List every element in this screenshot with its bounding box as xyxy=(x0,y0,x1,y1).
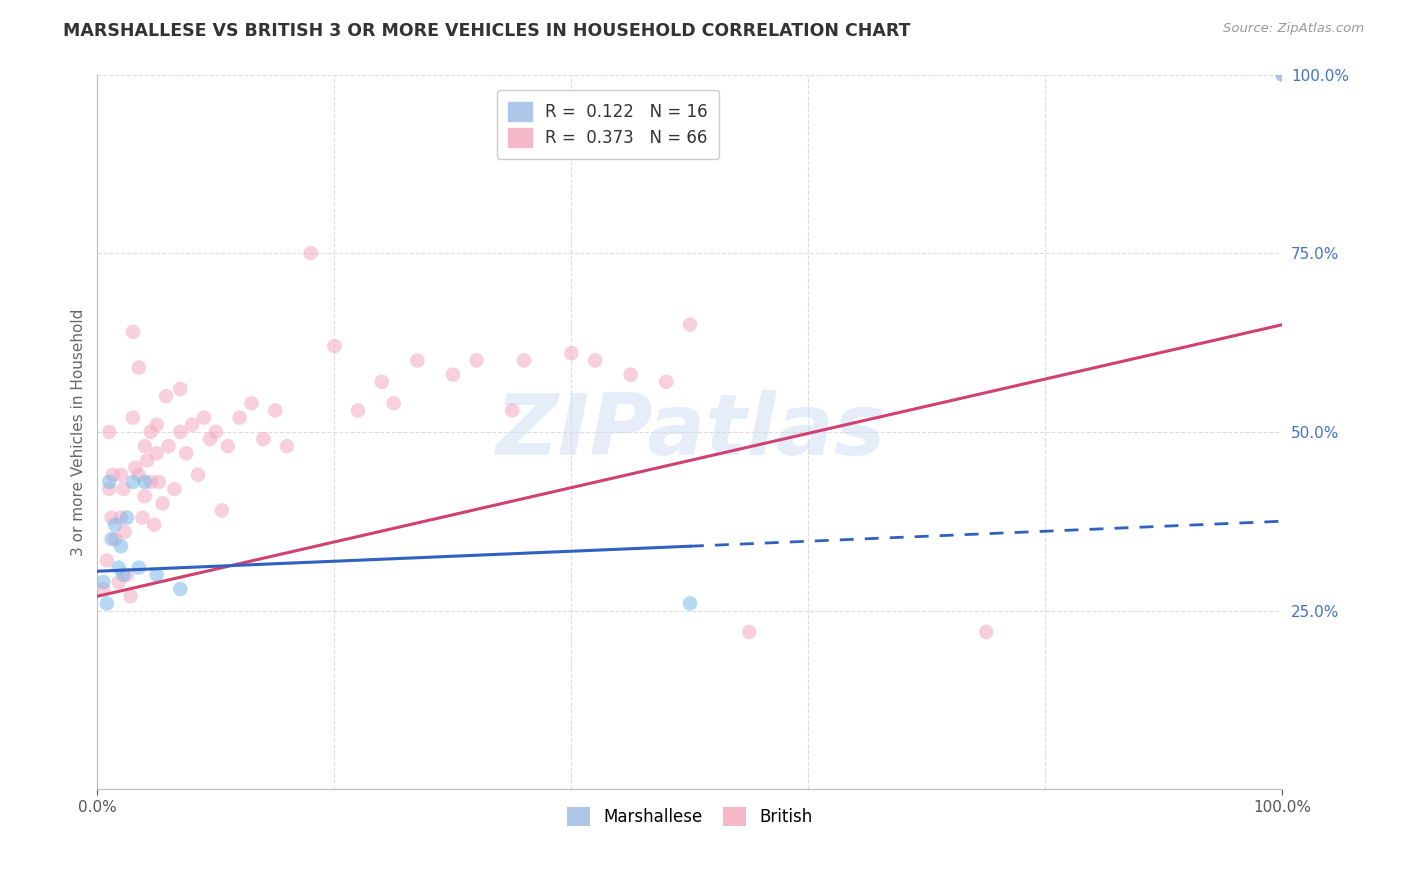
Point xyxy=(115,567,138,582)
Point xyxy=(128,467,150,482)
Point xyxy=(128,360,150,375)
Point xyxy=(107,574,129,589)
Point xyxy=(136,453,159,467)
Point xyxy=(679,596,702,610)
Point xyxy=(1271,68,1294,82)
Point xyxy=(174,446,197,460)
Point xyxy=(110,467,132,482)
Point xyxy=(560,346,582,360)
Point xyxy=(148,475,170,489)
Point xyxy=(101,467,124,482)
Point xyxy=(104,532,127,546)
Point xyxy=(91,574,114,589)
Point xyxy=(96,596,118,610)
Point xyxy=(501,403,523,417)
Point xyxy=(252,432,274,446)
Point xyxy=(465,353,488,368)
Point xyxy=(98,475,121,489)
Point xyxy=(347,403,370,417)
Point xyxy=(139,475,162,489)
Point xyxy=(98,482,121,496)
Point xyxy=(110,510,132,524)
Point xyxy=(145,567,167,582)
Point xyxy=(91,582,114,596)
Point xyxy=(112,567,135,582)
Point xyxy=(131,510,153,524)
Point xyxy=(181,417,204,432)
Point xyxy=(620,368,643,382)
Y-axis label: 3 or more Vehicles in Household: 3 or more Vehicles in Household xyxy=(72,308,86,556)
Point xyxy=(100,532,122,546)
Point xyxy=(145,446,167,460)
Point xyxy=(198,432,221,446)
Point xyxy=(406,353,429,368)
Point xyxy=(169,425,191,439)
Point xyxy=(128,560,150,574)
Point xyxy=(120,589,142,603)
Point xyxy=(122,475,145,489)
Point xyxy=(228,410,250,425)
Point xyxy=(134,489,156,503)
Point xyxy=(211,503,233,517)
Text: MARSHALLESE VS BRITISH 3 OR MORE VEHICLES IN HOUSEHOLD CORRELATION CHART: MARSHALLESE VS BRITISH 3 OR MORE VEHICLE… xyxy=(63,22,911,40)
Point xyxy=(1271,68,1294,82)
Point xyxy=(382,396,405,410)
Point xyxy=(145,417,167,432)
Legend: Marshallese, British: Marshallese, British xyxy=(558,798,821,835)
Point xyxy=(98,425,121,439)
Point xyxy=(974,625,997,640)
Point xyxy=(122,410,145,425)
Point xyxy=(124,460,146,475)
Point xyxy=(122,325,145,339)
Point xyxy=(112,482,135,496)
Point xyxy=(513,353,536,368)
Point xyxy=(276,439,298,453)
Point xyxy=(205,425,228,439)
Point xyxy=(323,339,346,353)
Point xyxy=(110,539,132,553)
Point xyxy=(96,553,118,567)
Point xyxy=(107,560,129,574)
Point xyxy=(104,517,127,532)
Text: Source: ZipAtlas.com: Source: ZipAtlas.com xyxy=(1223,22,1364,36)
Point xyxy=(143,517,166,532)
Point xyxy=(738,625,761,640)
Point xyxy=(299,246,322,260)
Point xyxy=(679,318,702,332)
Point xyxy=(169,582,191,596)
Point xyxy=(655,375,678,389)
Point xyxy=(152,496,174,510)
Point xyxy=(217,439,239,453)
Point xyxy=(583,353,606,368)
Point xyxy=(157,439,180,453)
Point xyxy=(134,475,156,489)
Point xyxy=(134,439,156,453)
Point xyxy=(139,425,162,439)
Point xyxy=(187,467,209,482)
Point xyxy=(114,524,136,539)
Point xyxy=(100,510,122,524)
Point xyxy=(264,403,287,417)
Point xyxy=(240,396,263,410)
Point xyxy=(193,410,215,425)
Point xyxy=(163,482,186,496)
Text: ZIPatlas: ZIPatlas xyxy=(495,391,884,474)
Point xyxy=(115,510,138,524)
Point xyxy=(441,368,464,382)
Point xyxy=(155,389,177,403)
Point xyxy=(169,382,191,396)
Point xyxy=(371,375,394,389)
